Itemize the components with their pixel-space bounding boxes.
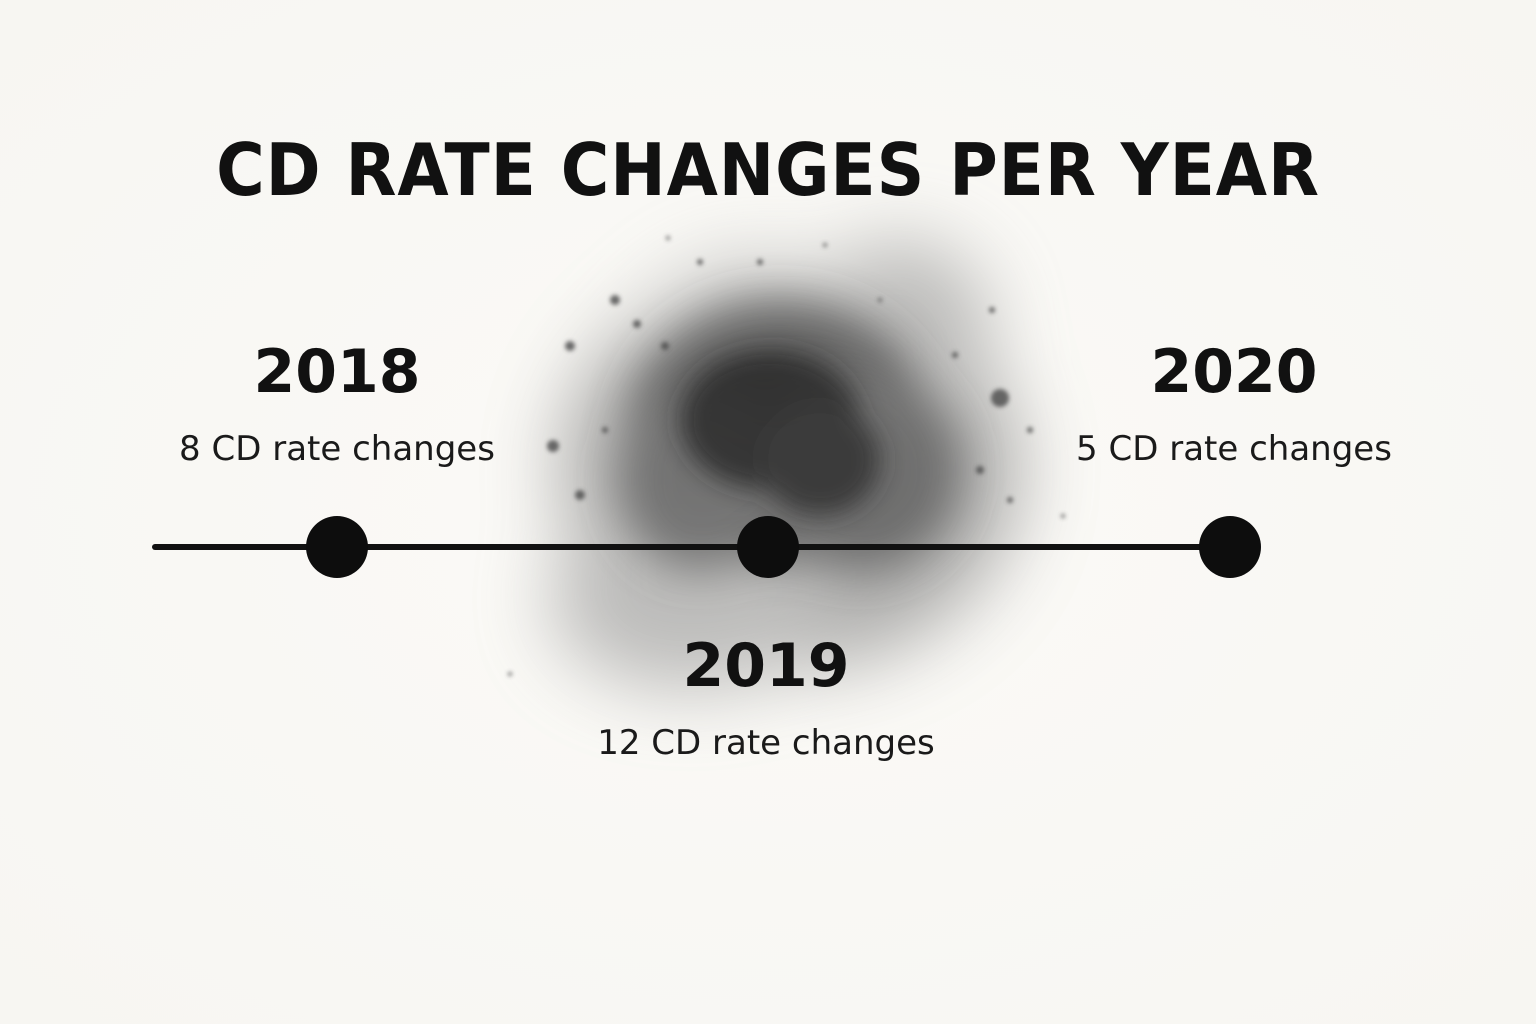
- timeline-marker-2019: [737, 516, 799, 578]
- page-title: CD RATE CHANGES PER YEAR: [216, 128, 1320, 212]
- timeline-entry-2020: 2020 5 CD rate changes: [1034, 342, 1434, 466]
- year-label: 2018: [253, 337, 421, 407]
- rate-changes-label: 5 CD rate changes: [1076, 429, 1392, 469]
- timeline-entry-2018: 2018 8 CD rate changes: [137, 342, 537, 466]
- timeline-entry-2019: 2019 12 CD rate changes: [566, 636, 966, 760]
- timeline-marker-2018: [306, 516, 368, 578]
- year-label: 2020: [1150, 337, 1318, 407]
- timeline-marker-2020: [1199, 516, 1261, 578]
- rate-changes-label: 12 CD rate changes: [597, 723, 935, 763]
- year-label: 2019: [682, 631, 850, 701]
- rate-changes-label: 8 CD rate changes: [179, 429, 495, 469]
